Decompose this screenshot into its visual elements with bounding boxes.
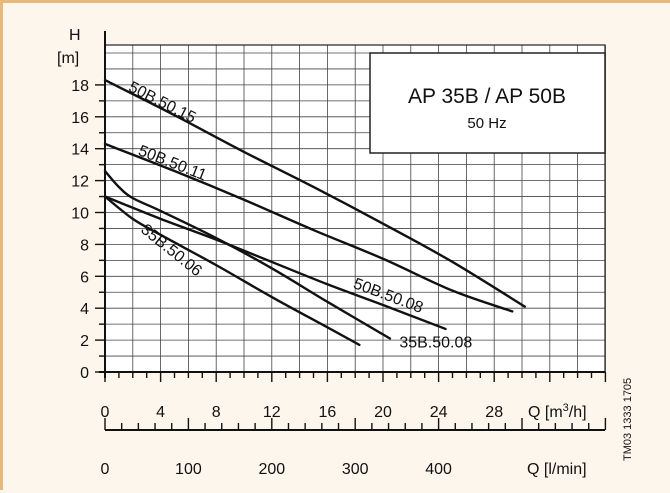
y-tick-label: 2 [80, 333, 89, 350]
y-tick-label: 14 [71, 142, 89, 159]
x-axis-label-m3h: Q [m3/h] [528, 402, 587, 421]
x-axis-label-lmin: Q [l/min] [527, 461, 587, 478]
x2-tick-label: 300 [342, 461, 369, 478]
title-box: AP 35B / AP 50B 50 Hz [370, 53, 605, 153]
curve-label-35b-50-08: 35B.50.08 [399, 334, 472, 351]
y-tick-label: 6 [80, 269, 89, 286]
x2-tick-label: 100 [175, 461, 202, 478]
x-tick-label: 8 [212, 404, 221, 421]
x-tick-label: 20 [374, 404, 392, 421]
y-tick-label: 18 [71, 78, 89, 95]
y-tick-label: 0 [80, 365, 89, 382]
y-tick-label: 16 [71, 110, 89, 127]
y-tick-label: 12 [71, 174, 89, 191]
y-tick-label: 4 [80, 301, 89, 318]
chart-title: AP 35B / AP 50B [408, 85, 566, 108]
y-axis-label: H [69, 27, 81, 44]
y-tick-label: 8 [80, 237, 89, 254]
x-tick-label: 4 [156, 404, 165, 421]
y-axis-unit: [m] [57, 50, 79, 67]
x-tick-label: 28 [485, 404, 503, 421]
y-tick-label: 10 [71, 206, 89, 223]
pump-curve-chart: 50B.50.1550B.50.1150B.50.0835B.50.0835B.… [3, 3, 670, 493]
x2-tick-label: 400 [425, 461, 452, 478]
chart-subtitle: 50 Hz [467, 115, 506, 132]
x2-tick-label: 0 [101, 461, 110, 478]
x2-tick-label: 200 [258, 461, 285, 478]
side-code: TM03 1333 1705 [622, 378, 634, 461]
x-tick-label: 16 [319, 404, 337, 421]
